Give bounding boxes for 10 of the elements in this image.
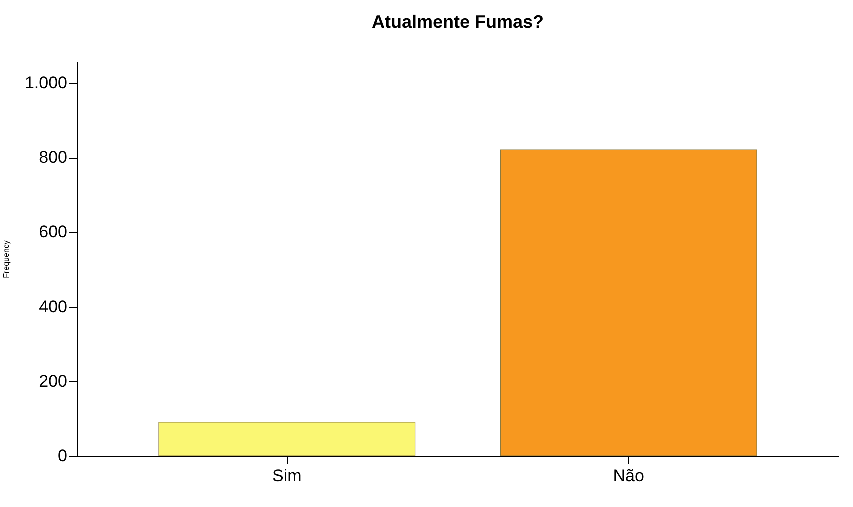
y-tick-label: 200	[39, 372, 68, 391]
y-tick-label: 600	[39, 222, 68, 242]
y-tick-label: 1.000	[24, 73, 68, 92]
x-tick-label: Não	[613, 466, 644, 486]
chart-title: Atualmente Fumas?	[372, 12, 544, 32]
y-tick-label: 800	[39, 148, 68, 168]
y-tick-label: 0	[58, 446, 68, 466]
y-tick-label: 400	[39, 297, 68, 316]
x-tick-label: Sim	[272, 466, 302, 486]
y-axis-title: Frequency	[2, 240, 11, 278]
